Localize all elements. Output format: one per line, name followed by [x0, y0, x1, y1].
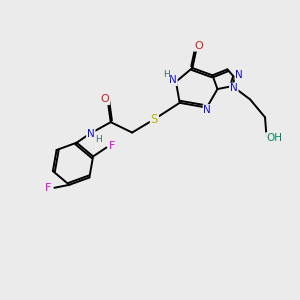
Text: N: N	[235, 70, 243, 80]
Text: F: F	[109, 141, 115, 151]
Text: O: O	[194, 41, 203, 51]
Text: H: H	[163, 70, 170, 79]
Text: N: N	[87, 129, 95, 139]
Text: N: N	[203, 105, 211, 115]
Text: O: O	[100, 94, 109, 104]
Text: N: N	[169, 75, 177, 85]
Text: F: F	[45, 183, 52, 193]
Text: OH: OH	[266, 133, 282, 143]
Text: S: S	[151, 113, 158, 126]
Text: H: H	[95, 135, 102, 144]
Text: N: N	[230, 83, 238, 94]
